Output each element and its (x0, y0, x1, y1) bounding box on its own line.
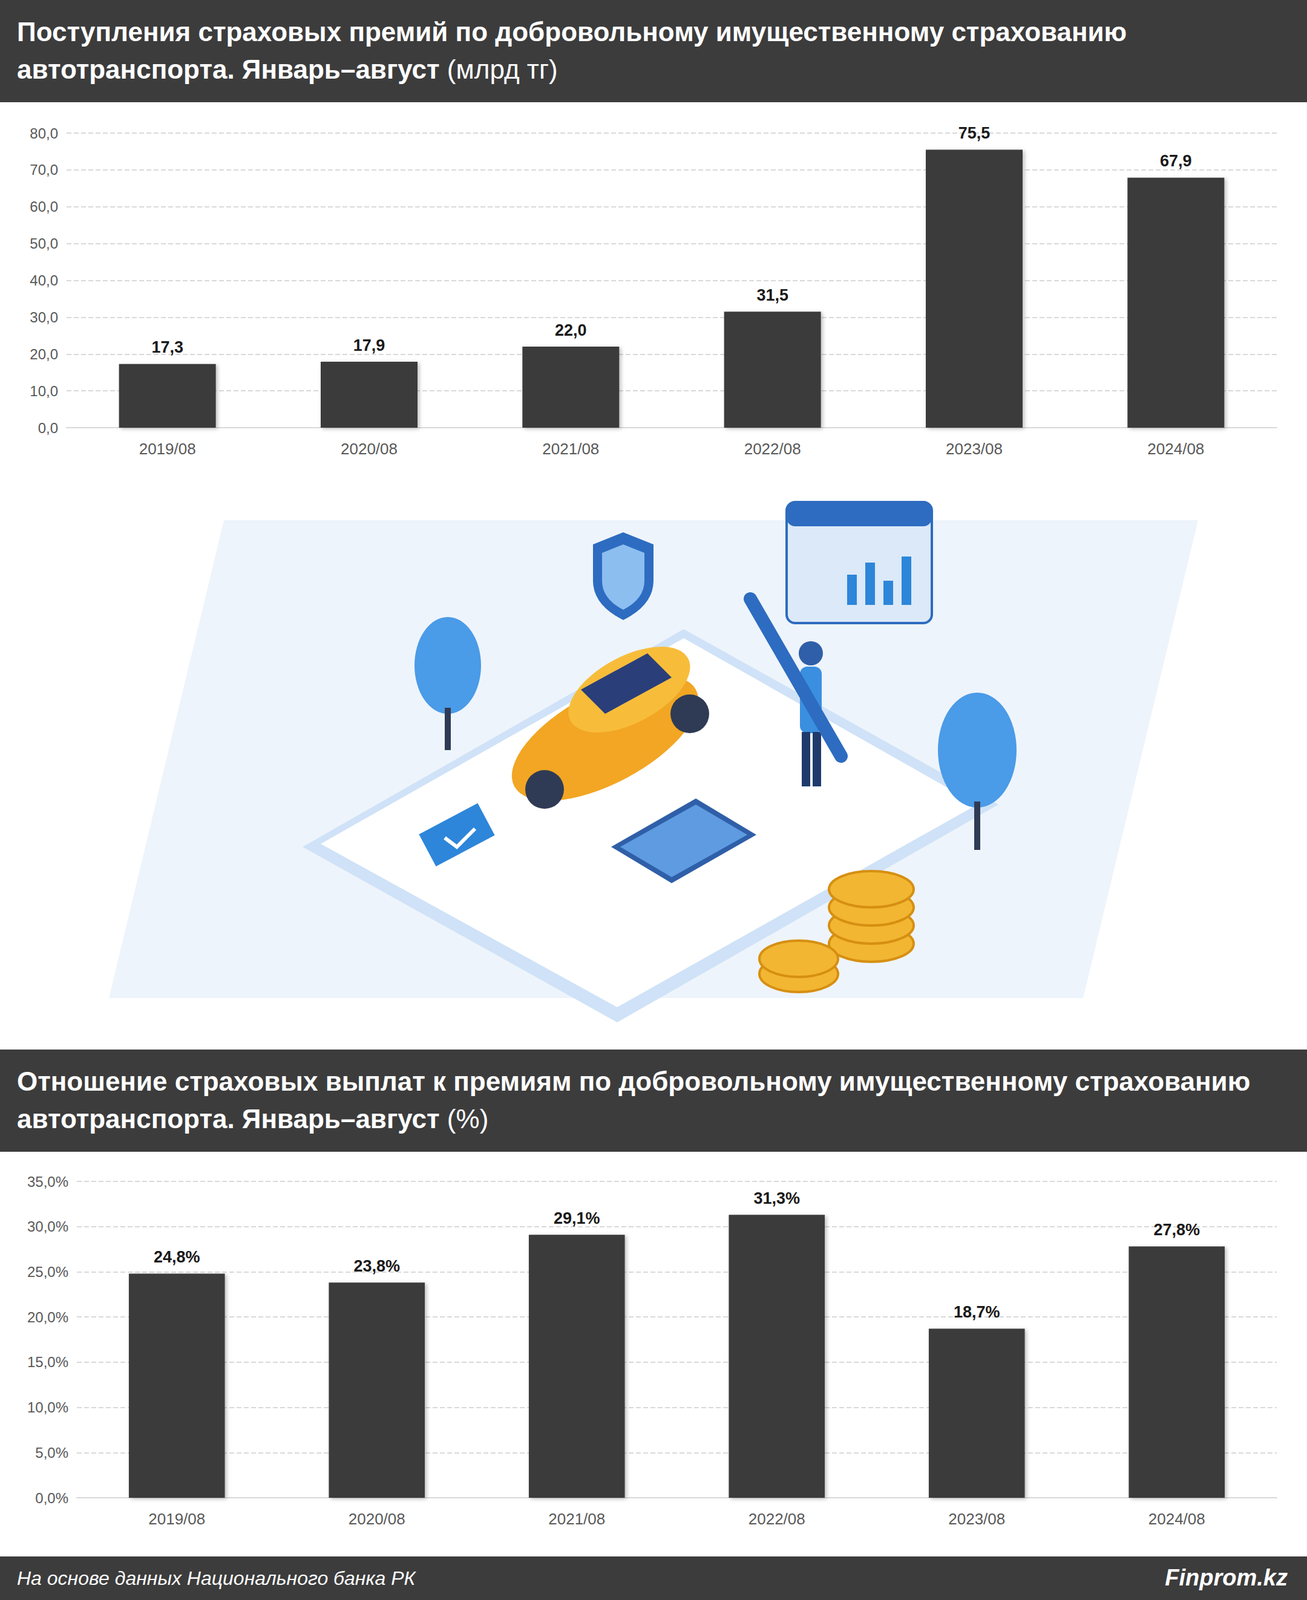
svg-text:80,0: 80,0 (29, 125, 59, 142)
svg-text:2024/08: 2024/08 (1147, 439, 1205, 459)
svg-text:10,0: 10,0 (29, 383, 59, 400)
svg-text:2019/08: 2019/08 (148, 1510, 206, 1529)
svg-text:2024/08: 2024/08 (1148, 1510, 1206, 1529)
svg-text:2023/08: 2023/08 (945, 439, 1003, 459)
svg-text:30,0: 30,0 (29, 309, 59, 326)
html-text:Finprom.kz: Finprom.kz (1164, 1565, 1288, 1591)
svg-text:60,0: 60,0 (29, 198, 59, 215)
svg-text:24,8%: 24,8% (153, 1248, 201, 1267)
svg-text:67,9: 67,9 (1159, 151, 1193, 171)
svg-text:2020/08: 2020/08 (348, 1510, 406, 1529)
svg-text:23,8%: 23,8% (353, 1257, 400, 1276)
svg-text:2019/08: 2019/08 (139, 439, 197, 459)
html-text:Поступления страховых премий п: Поступления страховых премий по добровол… (16, 16, 1127, 85)
svg-text:2022/08: 2022/08 (748, 1510, 806, 1529)
svg-text:10,0%: 10,0% (27, 1399, 69, 1416)
svg-text:25,0%: 25,0% (27, 1264, 69, 1281)
svg-text:2023/08: 2023/08 (948, 1510, 1006, 1529)
svg-text:0,0%: 0,0% (35, 1490, 69, 1507)
svg-text:40,0: 40,0 (29, 272, 59, 289)
svg-text:27,8%: 27,8% (1153, 1221, 1200, 1240)
svg-text:20,0%: 20,0% (27, 1309, 69, 1326)
svg-text:2022/08: 2022/08 (744, 439, 802, 459)
svg-text:20,0: 20,0 (29, 346, 59, 363)
svg-text:17,3: 17,3 (151, 338, 184, 357)
svg-text:5,0%: 5,0% (35, 1444, 69, 1462)
svg-text:2020/08: 2020/08 (340, 439, 398, 459)
svg-text:22,0: 22,0 (554, 321, 587, 340)
svg-text:29,1%: 29,1% (553, 1209, 601, 1228)
svg-text:75,5: 75,5 (958, 124, 991, 143)
svg-text:31,3%: 31,3% (753, 1189, 800, 1208)
svg-text:0,0: 0,0 (38, 419, 59, 437)
svg-text:18,7%: 18,7% (953, 1303, 1001, 1322)
svg-text:17,9: 17,9 (353, 336, 386, 355)
svg-text:50,0: 50,0 (29, 235, 59, 252)
svg-text:2021/08: 2021/08 (542, 439, 600, 459)
svg-text:2021/08: 2021/08 (548, 1510, 606, 1529)
svg-text:15,0%: 15,0% (27, 1354, 69, 1371)
svg-text:30,0%: 30,0% (27, 1218, 69, 1235)
svg-text:31,5: 31,5 (756, 286, 789, 305)
svg-text:70,0: 70,0 (29, 161, 59, 178)
html-text:На основе данных Национального: На основе данных Национального банка РК (16, 1567, 416, 1590)
svg-text:35,0%: 35,0% (27, 1173, 69, 1191)
html-text:Отношение страховых выплат к п: Отношение страховых выплат к премиям по … (16, 1066, 1251, 1134)
